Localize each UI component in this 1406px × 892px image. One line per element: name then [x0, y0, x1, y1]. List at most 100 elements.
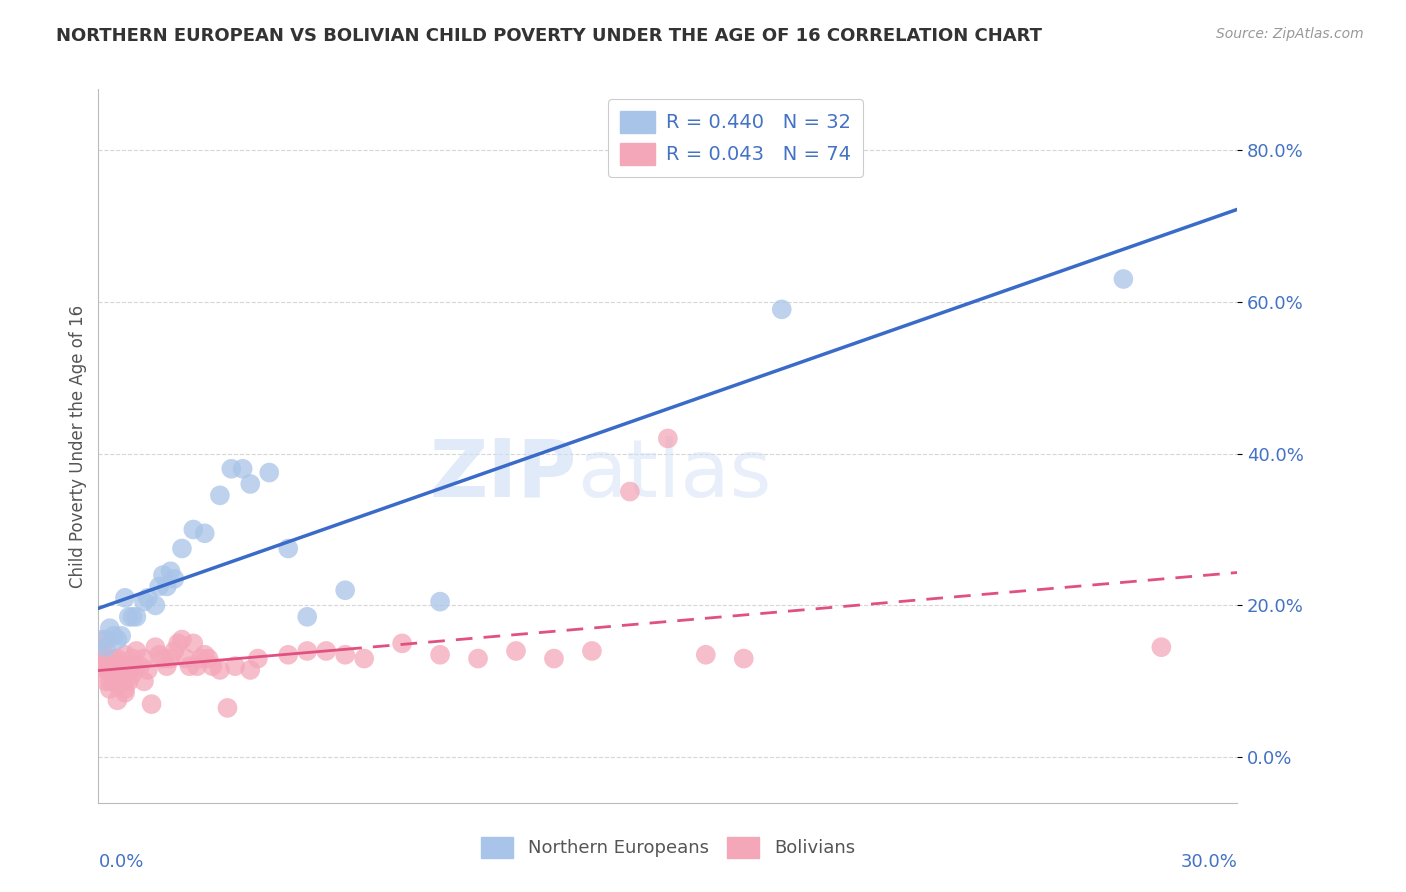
Point	[159, 564, 181, 578]
Point	[733, 651, 755, 665]
Point	[121, 666, 143, 681]
Point	[98, 621, 121, 635]
Point	[91, 651, 114, 665]
Point	[110, 674, 132, 689]
Point	[335, 648, 357, 662]
Point	[543, 651, 565, 665]
Point	[114, 648, 136, 662]
Point	[353, 651, 375, 665]
Point	[103, 674, 125, 689]
Point	[179, 659, 201, 673]
Point	[152, 651, 174, 665]
Point	[183, 523, 205, 537]
Point	[221, 462, 243, 476]
Point	[1150, 640, 1173, 655]
Point	[125, 644, 148, 658]
Point	[277, 541, 299, 556]
Point	[136, 591, 159, 605]
Point	[194, 526, 217, 541]
Point	[429, 648, 451, 662]
Point	[277, 648, 299, 662]
Point	[239, 663, 262, 677]
Point	[505, 644, 527, 658]
Point	[125, 609, 148, 624]
Point	[94, 663, 117, 677]
Point	[335, 583, 357, 598]
Point	[91, 644, 114, 658]
Point	[94, 632, 117, 647]
Point	[197, 651, 219, 665]
Text: Source: ZipAtlas.com: Source: ZipAtlas.com	[1216, 27, 1364, 41]
Point	[208, 663, 231, 677]
Point	[136, 663, 159, 677]
Point	[148, 648, 170, 662]
Point	[107, 678, 129, 692]
Point	[98, 663, 121, 677]
Point	[170, 632, 193, 647]
Point	[145, 640, 167, 655]
Point	[91, 659, 114, 673]
Point	[194, 648, 217, 662]
Point	[217, 701, 239, 715]
Point	[107, 632, 129, 647]
Point	[246, 651, 269, 665]
Point	[118, 659, 141, 673]
Point	[118, 609, 141, 624]
Point	[94, 656, 117, 670]
Point	[110, 659, 132, 673]
Point	[167, 636, 190, 650]
Point	[110, 663, 132, 677]
Point	[114, 591, 136, 605]
Text: ZIP: ZIP	[429, 435, 576, 514]
Point	[98, 663, 121, 677]
Point	[94, 640, 117, 655]
Point	[107, 651, 129, 665]
Point	[170, 541, 193, 556]
Point	[429, 594, 451, 608]
Point	[98, 674, 121, 689]
Point	[297, 609, 319, 624]
Point	[770, 302, 793, 317]
Point	[114, 674, 136, 689]
Point	[159, 651, 181, 665]
Text: atlas: atlas	[576, 435, 770, 514]
Point	[183, 636, 205, 650]
Point	[581, 644, 603, 658]
Point	[125, 659, 148, 673]
Point	[91, 632, 114, 647]
Point	[152, 568, 174, 582]
Point	[156, 579, 179, 593]
Point	[98, 681, 121, 696]
Text: NORTHERN EUROPEAN VS BOLIVIAN CHILD POVERTY UNDER THE AGE OF 16 CORRELATION CHAR: NORTHERN EUROPEAN VS BOLIVIAN CHILD POVE…	[56, 27, 1042, 45]
Point	[224, 659, 246, 673]
Point	[121, 609, 143, 624]
Point	[391, 636, 413, 650]
Point	[145, 599, 167, 613]
Point	[174, 651, 197, 665]
Point	[186, 659, 208, 673]
Point	[695, 648, 717, 662]
Y-axis label: Child Poverty Under the Age of 16: Child Poverty Under the Age of 16	[69, 304, 87, 588]
Point	[163, 572, 186, 586]
Text: 30.0%: 30.0%	[1181, 853, 1237, 871]
Point	[98, 651, 121, 665]
Point	[297, 644, 319, 658]
Point	[121, 651, 143, 665]
Point	[141, 697, 163, 711]
Point	[1112, 272, 1135, 286]
Point	[657, 431, 679, 445]
Point	[132, 594, 155, 608]
Point	[132, 651, 155, 665]
Point	[467, 651, 489, 665]
Legend: Northern Europeans, Bolivians: Northern Europeans, Bolivians	[474, 830, 862, 865]
Point	[259, 466, 281, 480]
Point	[110, 629, 132, 643]
Point	[156, 659, 179, 673]
Point	[94, 674, 117, 689]
Point	[103, 651, 125, 665]
Point	[232, 462, 254, 476]
Point	[190, 651, 212, 665]
Point	[163, 644, 186, 658]
Point	[208, 488, 231, 502]
Point	[129, 659, 152, 673]
